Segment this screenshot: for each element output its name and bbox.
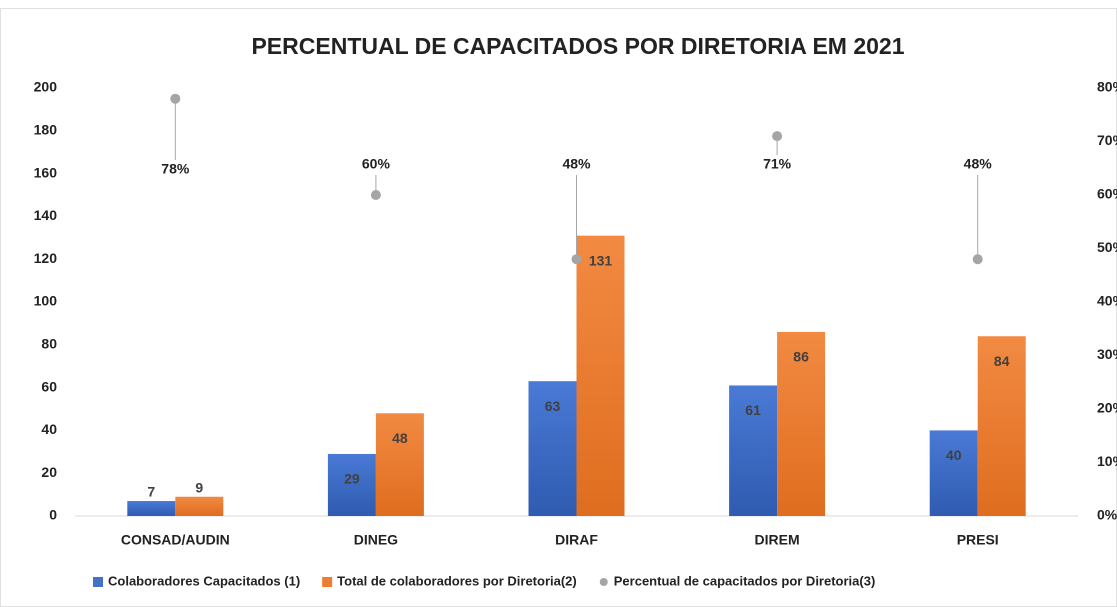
bar <box>127 501 176 516</box>
bar <box>777 331 826 516</box>
point <box>170 93 181 104</box>
x-tick-label: PRESI <box>957 532 999 548</box>
data-label: 7 <box>147 484 155 500</box>
legend-swatch <box>322 577 333 587</box>
data-label: 48% <box>562 156 591 172</box>
y2-tick-label: 60% <box>1097 186 1117 202</box>
point <box>772 131 783 142</box>
legend-swatch <box>599 578 608 586</box>
chart-frame <box>0 8 1117 607</box>
y-tick-label: 40 <box>41 421 57 437</box>
data-label: 9 <box>195 479 203 495</box>
y-tick-label: 120 <box>34 250 58 266</box>
chart-title: PERCENTUAL DE CAPACITADOS POR DIRETORIA … <box>251 33 904 59</box>
point <box>571 254 582 265</box>
bar <box>929 430 978 516</box>
data-label: 40 <box>946 447 962 463</box>
bar <box>375 413 424 516</box>
y-tick-label: 160 <box>34 164 58 180</box>
y-tick-label: 0 <box>49 507 57 523</box>
y-tick-label: 140 <box>34 207 58 223</box>
bar <box>175 496 224 516</box>
bar <box>327 453 376 516</box>
point <box>370 190 381 200</box>
y-tick-label: 100 <box>34 293 58 309</box>
y2-tick-label: 20% <box>1097 400 1117 416</box>
data-label: 29 <box>344 471 360 487</box>
y2-tick-label: 80% <box>1097 79 1117 95</box>
x-tick-label: CONSAD/AUDIN <box>121 532 230 548</box>
data-label: 48 <box>392 430 408 446</box>
y-tick-label: 20 <box>41 464 57 480</box>
data-label: 61 <box>745 402 761 418</box>
bar <box>576 235 625 516</box>
y2-tick-label: 70% <box>1097 132 1117 148</box>
y2-tick-label: 0% <box>1097 507 1117 523</box>
bar <box>729 385 778 516</box>
y-tick-label: 80 <box>41 336 57 352</box>
legend-swatch <box>93 577 103 587</box>
data-label: 84 <box>994 353 1010 369</box>
bar <box>528 381 577 516</box>
legend-label: Total de colaboradores por Diretoria(2) <box>337 573 577 588</box>
legend-label: Colaboradores Capacitados (1) <box>108 573 300 588</box>
data-label: 60% <box>362 156 391 172</box>
data-label: 78% <box>161 161 190 177</box>
y-tick-label: 180 <box>34 122 58 138</box>
x-tick-label: DIRAF <box>555 532 598 548</box>
y2-tick-label: 40% <box>1097 293 1117 309</box>
data-label: 86 <box>793 349 809 365</box>
point <box>972 254 983 265</box>
y2-tick-label: 30% <box>1097 346 1117 362</box>
bar <box>977 336 1026 516</box>
data-label: 63 <box>545 398 561 414</box>
y2-tick-label: 10% <box>1097 453 1117 469</box>
data-label: 131 <box>589 252 613 268</box>
y2-tick-label: 50% <box>1097 239 1117 255</box>
legend-label: Percentual de capacitados por Diretoria(… <box>614 573 876 588</box>
data-label: 48% <box>964 156 993 172</box>
data-label: 71% <box>763 156 792 172</box>
x-tick-label: DINEG <box>354 532 398 548</box>
x-tick-label: DIREM <box>755 532 800 548</box>
y-tick-label: 60 <box>41 378 57 394</box>
y-tick-label: 200 <box>34 79 58 95</box>
